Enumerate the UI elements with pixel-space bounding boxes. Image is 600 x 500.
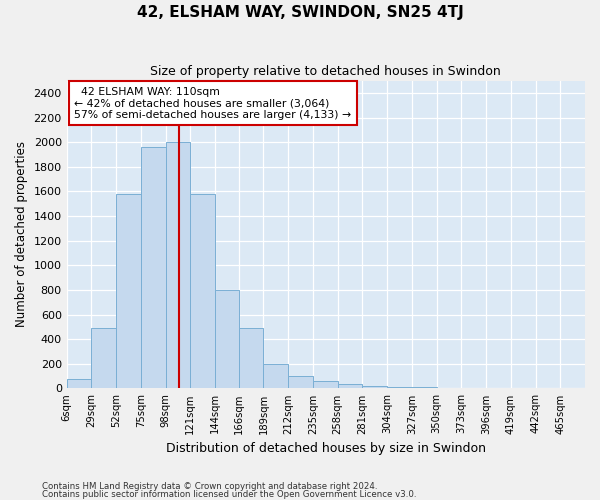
Bar bbox=[190, 194, 215, 388]
Bar bbox=[91, 328, 116, 388]
Bar bbox=[239, 328, 263, 388]
Text: Contains public sector information licensed under the Open Government Licence v3: Contains public sector information licen… bbox=[42, 490, 416, 499]
Y-axis label: Number of detached properties: Number of detached properties bbox=[15, 142, 28, 328]
Text: 42, ELSHAM WAY, SWINDON, SN25 4TJ: 42, ELSHAM WAY, SWINDON, SN25 4TJ bbox=[137, 5, 463, 20]
X-axis label: Distribution of detached houses by size in Swindon: Distribution of detached houses by size … bbox=[166, 442, 486, 455]
Bar bbox=[116, 194, 141, 388]
Bar bbox=[288, 376, 313, 388]
Bar bbox=[141, 147, 166, 388]
Bar bbox=[263, 364, 288, 388]
Bar bbox=[387, 387, 412, 388]
Text: Contains HM Land Registry data © Crown copyright and database right 2024.: Contains HM Land Registry data © Crown c… bbox=[42, 482, 377, 491]
Bar bbox=[362, 386, 387, 388]
Title: Size of property relative to detached houses in Swindon: Size of property relative to detached ho… bbox=[151, 65, 501, 78]
Bar bbox=[166, 142, 190, 388]
Text: 42 ELSHAM WAY: 110sqm
← 42% of detached houses are smaller (3,064)
57% of semi-d: 42 ELSHAM WAY: 110sqm ← 42% of detached … bbox=[74, 86, 352, 120]
Bar bbox=[215, 290, 239, 388]
Bar bbox=[313, 381, 338, 388]
Bar bbox=[67, 378, 91, 388]
Bar bbox=[338, 384, 362, 388]
